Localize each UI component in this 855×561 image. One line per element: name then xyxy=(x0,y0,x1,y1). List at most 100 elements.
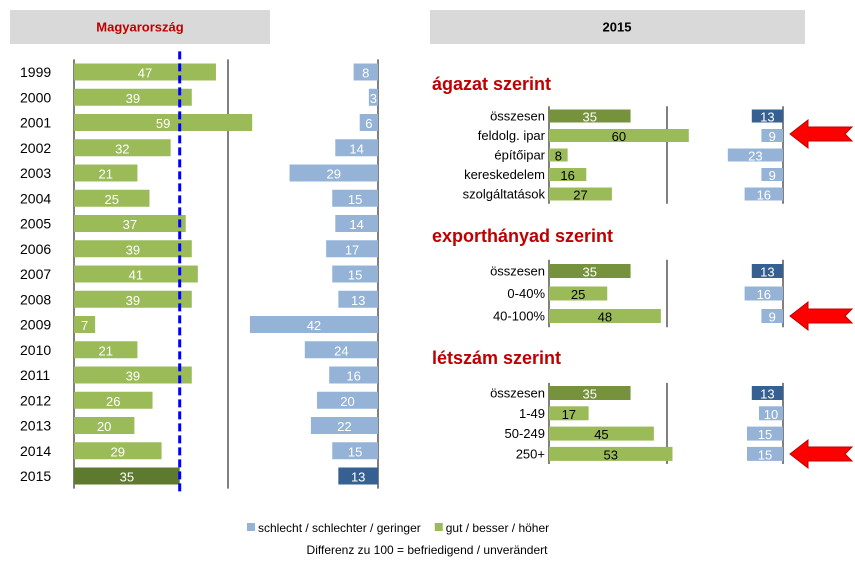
arrow xyxy=(789,118,854,150)
header-box xyxy=(10,10,270,44)
bar xyxy=(74,316,96,333)
value-label: 32 xyxy=(115,141,129,156)
bar xyxy=(549,386,631,400)
panel-title: 2015 xyxy=(603,20,632,35)
bar xyxy=(744,286,783,301)
bar xyxy=(549,309,661,323)
bar xyxy=(335,215,378,232)
category-label: 2004 xyxy=(20,190,51,206)
category-label: 250+ xyxy=(516,446,545,461)
category-label: 2000 xyxy=(20,89,51,105)
bar xyxy=(74,341,138,359)
value-label: 22 xyxy=(337,419,351,434)
bar xyxy=(74,139,171,157)
category-label: 2007 xyxy=(20,266,51,282)
value-label: 35 xyxy=(583,387,597,402)
bar xyxy=(747,426,783,441)
note: Differenz zu 100 = befriedigend / unverä… xyxy=(307,543,549,557)
bar xyxy=(549,264,631,278)
value-label: 59 xyxy=(156,116,170,131)
value-label: 17 xyxy=(562,407,576,422)
value-label: 6 xyxy=(365,116,372,131)
category-label: 0-40% xyxy=(507,286,545,301)
value-label: 25 xyxy=(105,192,119,207)
chart-title: Magyarország xyxy=(96,20,183,35)
bar xyxy=(751,109,783,123)
value-label: 15 xyxy=(348,444,362,459)
bar xyxy=(359,114,378,131)
bar xyxy=(338,467,378,485)
bar xyxy=(549,426,654,441)
value-label: 25 xyxy=(571,287,585,302)
value-label: 39 xyxy=(126,91,140,106)
arrow xyxy=(789,438,854,470)
value-label: 20 xyxy=(340,394,354,409)
value-label: 9 xyxy=(769,310,776,325)
bar xyxy=(751,264,783,278)
bar xyxy=(549,286,608,301)
category-label: összesen xyxy=(490,264,545,279)
bar xyxy=(759,406,783,421)
value-label: 9 xyxy=(769,129,776,144)
category-label: feldolg. ipar xyxy=(478,128,546,143)
value-label: 21 xyxy=(98,167,112,182)
arrow xyxy=(789,300,854,332)
category-label: 40-100% xyxy=(493,309,545,324)
bar xyxy=(549,129,689,142)
bar xyxy=(74,467,180,485)
category-label: 2012 xyxy=(20,392,51,408)
category-label: 1-49 xyxy=(519,406,545,421)
value-label: 13 xyxy=(760,110,774,125)
bar xyxy=(74,215,186,232)
value-label: 26 xyxy=(106,394,120,409)
category-label: 2009 xyxy=(20,317,51,333)
value-label: 20 xyxy=(97,419,111,434)
category-label: 2011 xyxy=(20,367,50,383)
value-label: 15 xyxy=(758,427,772,442)
chart-title: ágazat szerint xyxy=(432,74,551,94)
value-label: 42 xyxy=(307,318,321,333)
category-label: 2002 xyxy=(20,140,51,156)
value-label: 16 xyxy=(757,188,771,203)
value-label: 45 xyxy=(594,427,608,442)
value-label: 13 xyxy=(760,265,774,280)
value-label: 39 xyxy=(126,369,140,384)
bar xyxy=(74,442,162,460)
category-label: 2003 xyxy=(20,165,51,181)
value-label: 16 xyxy=(757,287,771,302)
value-label: 39 xyxy=(126,293,140,308)
bar xyxy=(761,129,783,142)
legend-label: gut / besser / höher xyxy=(446,521,549,535)
bar xyxy=(549,406,589,421)
bar xyxy=(74,265,198,283)
bar xyxy=(335,139,378,157)
value-label: 13 xyxy=(351,470,365,485)
category-label: 2015 xyxy=(20,468,51,484)
bar xyxy=(329,366,378,384)
bar xyxy=(317,391,378,409)
bar xyxy=(74,417,135,434)
bar xyxy=(249,316,378,333)
value-label: 14 xyxy=(349,141,363,156)
bar xyxy=(747,446,783,461)
bar xyxy=(74,391,153,409)
bar xyxy=(549,148,568,162)
value-label: 29 xyxy=(111,444,125,459)
value-label: 7 xyxy=(81,318,88,333)
value-label: 41 xyxy=(129,268,143,283)
legend-swatch xyxy=(434,523,443,531)
value-label: 29 xyxy=(327,167,341,182)
value-label: 13 xyxy=(351,293,365,308)
value-label: 16 xyxy=(560,168,574,183)
value-label: 47 xyxy=(138,66,152,81)
category-label: 2013 xyxy=(20,418,51,434)
value-label: 15 xyxy=(348,268,362,283)
value-label: 39 xyxy=(126,242,140,257)
value-label: 10 xyxy=(764,407,778,422)
value-label: 3 xyxy=(370,91,377,106)
value-label: 35 xyxy=(583,265,597,280)
bar xyxy=(549,446,673,461)
bar xyxy=(751,386,783,400)
